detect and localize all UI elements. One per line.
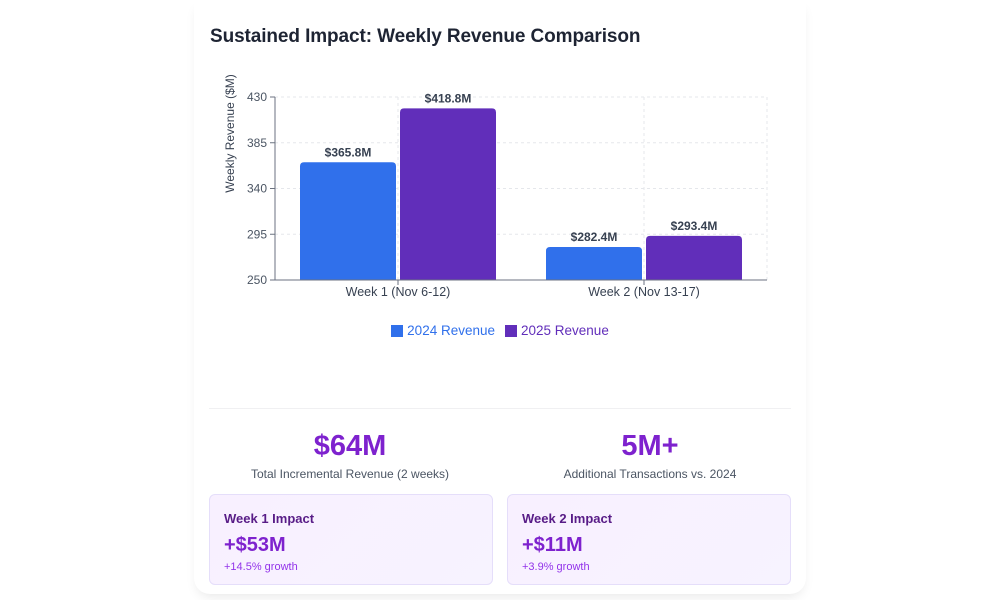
x-tick-label: Week 2 (Nov 13-17) xyxy=(588,285,700,299)
bar-value-label: $418.8M xyxy=(425,91,472,105)
legend-label-2024: 2024 Revenue xyxy=(407,323,495,338)
stat-value: 5M+ xyxy=(621,430,679,462)
impact-title: Week 2 Impact xyxy=(522,511,613,526)
stat-additional-transactions: 5M+ Additional Transactions vs. 2024 xyxy=(510,428,790,481)
impact-growth: +3.9% growth xyxy=(522,561,590,573)
y-tick-label: 385 xyxy=(247,136,267,150)
impact-value: +$11M xyxy=(522,534,583,556)
week-1-impact-card: Week 1 Impact +$53M +14.5% growth xyxy=(209,494,493,585)
bar-2024-2 xyxy=(546,247,642,280)
x-tick-label: Week 1 (Nov 6-12) xyxy=(346,285,451,299)
y-tick-label: 295 xyxy=(247,227,267,241)
y-tick-label: 430 xyxy=(247,90,267,104)
legend-item-2025[interactable]: 2025 Revenue xyxy=(505,323,609,338)
bar-value-label: $365.8M xyxy=(325,145,372,159)
bar-value-label: $282.4M xyxy=(571,230,618,244)
impact-title: Week 1 Impact xyxy=(224,511,315,526)
y-tick-label: 340 xyxy=(247,182,267,196)
week-2-impact-card: Week 2 Impact +$11M +3.9% growth xyxy=(507,494,791,585)
stat-total-incremental-revenue: $64M Total Incremental Revenue (2 weeks) xyxy=(210,428,490,481)
revenue-bar-chart: 250 295 340 385 430 $365.8M $282.4M $418.8M $293… xyxy=(223,74,768,299)
chart-labels: 250 295 340 385 430 $365.8M $282.4M $418.8M $293… xyxy=(223,74,717,299)
legend-swatch-2025 xyxy=(505,324,517,337)
stat-value: $64M xyxy=(313,430,387,462)
legend-label-2025: 2025 Revenue xyxy=(521,323,609,338)
impact-growth: +14.5% growth xyxy=(224,561,298,573)
section-divider xyxy=(209,408,791,409)
chart-grid xyxy=(275,96,768,280)
stat-label: Additional Transactions vs. 2024 xyxy=(563,467,737,481)
y-tick-label: 250 xyxy=(247,273,267,287)
legend-item-2024[interactable]: 2024 Revenue xyxy=(391,323,495,338)
stat-label: Total Incremental Revenue (2 weeks) xyxy=(250,467,450,481)
chart-axes xyxy=(270,96,767,285)
bar-2025-2 xyxy=(646,235,742,280)
impact-value: +$53M xyxy=(224,534,286,556)
chart-bars xyxy=(300,108,742,281)
bar-value-label: $293.4M xyxy=(671,219,718,233)
bar-2025-1 xyxy=(400,108,496,281)
legend-swatch-2024 xyxy=(391,324,404,337)
bar-2024-1 xyxy=(300,162,396,280)
chart-legend: 2024 Revenue 2025 Revenue xyxy=(0,323,1000,338)
page-title: Sustained Impact: Weekly Revenue Compari… xyxy=(210,26,641,47)
y-axis-title: Weekly Revenue ($M) xyxy=(223,74,237,193)
